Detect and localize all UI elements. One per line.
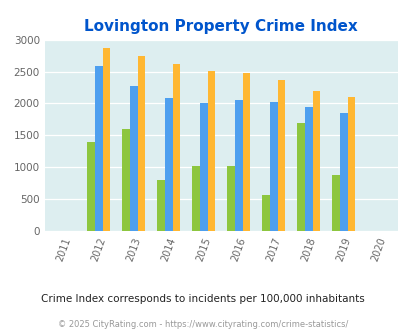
Bar [157, 180, 164, 231]
Bar [304, 107, 312, 231]
Bar [269, 102, 277, 231]
Bar [192, 166, 199, 231]
Title: Lovington Property Crime Index: Lovington Property Crime Index [84, 19, 357, 34]
Bar [277, 81, 285, 231]
Bar [347, 97, 354, 231]
Bar [102, 48, 110, 231]
Text: © 2025 CityRating.com - https://www.cityrating.com/crime-statistics/: © 2025 CityRating.com - https://www.city… [58, 319, 347, 329]
Bar [331, 175, 339, 231]
Bar [234, 100, 242, 231]
Bar [137, 56, 145, 231]
Bar [296, 122, 304, 231]
Bar [312, 91, 320, 231]
Bar [227, 166, 234, 231]
Text: Crime Index corresponds to incidents per 100,000 inhabitants: Crime Index corresponds to incidents per… [41, 294, 364, 304]
Bar [199, 103, 207, 231]
Bar [339, 113, 347, 231]
Bar [207, 71, 215, 231]
Bar [130, 85, 137, 231]
Bar [122, 129, 130, 231]
Bar [242, 73, 249, 231]
Bar [164, 98, 172, 231]
Bar [262, 195, 269, 231]
Bar [87, 142, 95, 231]
Bar [172, 64, 180, 231]
Bar [95, 66, 102, 231]
